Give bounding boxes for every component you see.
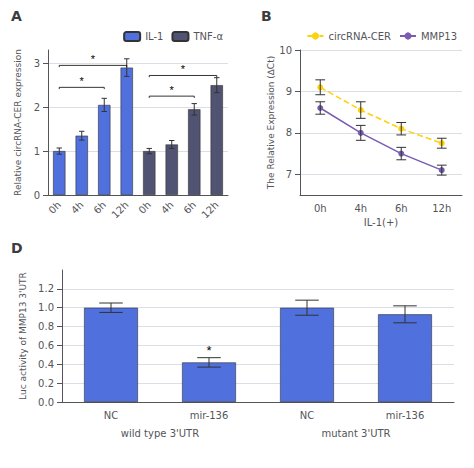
svg-text:The Relative Expression (∆Ct): The Relative Expression (∆Ct) <box>266 56 276 190</box>
svg-text:0.4: 0.4 <box>38 359 54 370</box>
svg-text:3: 3 <box>34 58 40 69</box>
svg-text:4h: 4h <box>159 199 176 216</box>
svg-text:*: * <box>206 343 211 358</box>
svg-text:12h: 12h <box>199 199 220 220</box>
svg-text:0.0: 0.0 <box>38 397 54 408</box>
svg-text:6h: 6h <box>181 199 198 216</box>
svg-text:*: * <box>170 84 175 96</box>
svg-text:0.2: 0.2 <box>38 378 54 389</box>
svg-text:NC: NC <box>300 410 314 421</box>
svg-text:12h: 12h <box>109 199 130 220</box>
svg-text:mir-136: mir-136 <box>386 410 425 421</box>
svg-text:MMP13: MMP13 <box>421 31 457 42</box>
svg-text:1.0: 1.0 <box>38 302 54 313</box>
svg-text:7: 7 <box>286 169 292 180</box>
svg-text:D: D <box>11 240 23 256</box>
svg-text:*: * <box>80 75 85 87</box>
svg-text:4h: 4h <box>69 199 86 216</box>
svg-text:circRNA-CER: circRNA-CER <box>328 31 391 42</box>
svg-text:2: 2 <box>34 102 40 113</box>
svg-text:6h: 6h <box>91 199 108 216</box>
svg-text:wild type 3'UTR: wild type 3'UTR <box>121 428 199 439</box>
svg-text:0h: 0h <box>136 199 153 216</box>
svg-text:0.8: 0.8 <box>38 321 54 332</box>
svg-text:0h: 0h <box>46 199 63 216</box>
svg-text:*: * <box>181 63 186 75</box>
svg-text:Relative circRNA-CER expressio: Relative circRNA-CER expression <box>13 49 23 196</box>
svg-text:NC: NC <box>104 410 118 421</box>
svg-text:10: 10 <box>279 45 292 56</box>
svg-text:4h: 4h <box>354 203 367 214</box>
svg-text:12h: 12h <box>432 203 451 214</box>
svg-text:1.2: 1.2 <box>38 283 54 294</box>
svg-text:IL-1: IL-1 <box>145 31 163 42</box>
svg-text:mutant 3'UTR: mutant 3'UTR <box>321 428 390 439</box>
svg-text:B: B <box>261 8 272 24</box>
svg-text:9: 9 <box>286 86 292 97</box>
svg-text:mir-136: mir-136 <box>190 410 229 421</box>
svg-text:A: A <box>11 8 22 24</box>
svg-text:IL-1(+): IL-1(+) <box>364 217 399 228</box>
svg-text:0h: 0h <box>314 203 327 214</box>
svg-text:1: 1 <box>34 146 40 157</box>
svg-text:0: 0 <box>34 190 40 201</box>
svg-text:0.6: 0.6 <box>38 340 54 351</box>
svg-text:*: * <box>91 53 96 65</box>
svg-text:8: 8 <box>286 127 292 138</box>
svg-text:Luc activity of MMP13 3'UTR: Luc activity of MMP13 3'UTR <box>18 272 28 400</box>
svg-text:6h: 6h <box>395 203 408 214</box>
svg-text:TNF-α: TNF-α <box>192 31 223 42</box>
